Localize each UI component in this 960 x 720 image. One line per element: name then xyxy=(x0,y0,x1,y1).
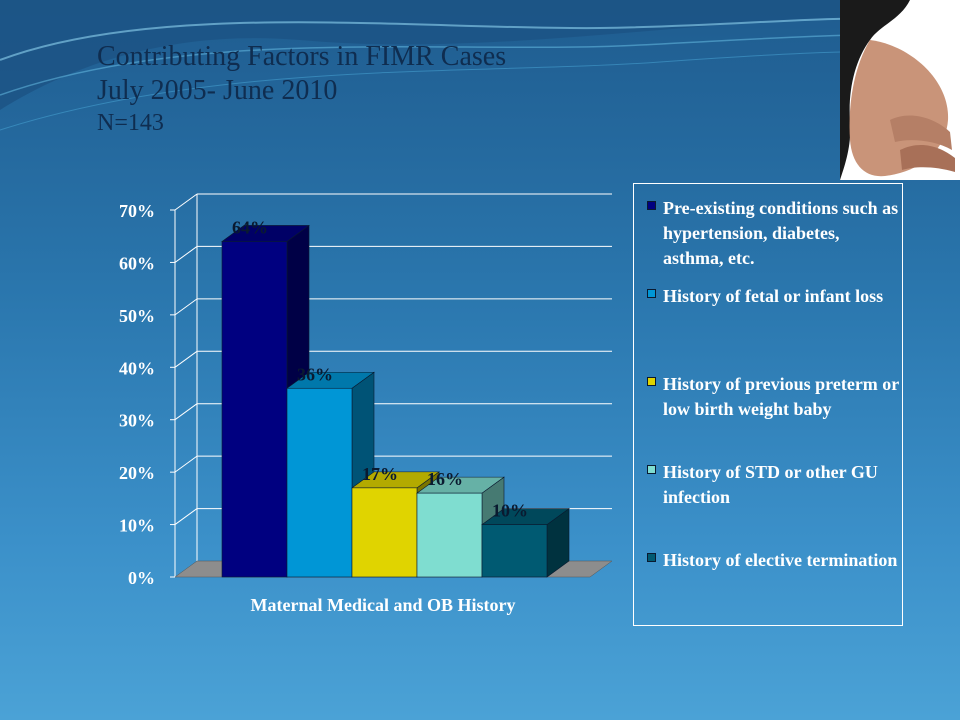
y-tick-label: 70% xyxy=(119,201,155,221)
gridline-side xyxy=(174,403,198,421)
legend-swatch xyxy=(647,377,656,386)
legend-label: History of STD or other GU infection xyxy=(663,462,878,507)
bar xyxy=(351,487,418,578)
gridline-side xyxy=(174,298,198,316)
legend-swatch xyxy=(647,553,656,562)
gridline-side xyxy=(174,455,198,473)
slide-subtitle: July 2005- June 2010 xyxy=(97,75,338,106)
gridline-side xyxy=(174,193,198,211)
bar xyxy=(286,387,353,578)
y-tick-label: 0% xyxy=(128,568,155,588)
bar xyxy=(416,492,483,578)
gridline-side xyxy=(174,350,198,368)
bar-group xyxy=(481,507,570,578)
pregnant-belly-photo xyxy=(840,0,960,180)
legend-label: History of fetal or infant loss xyxy=(663,286,884,306)
y-tick-label: 10% xyxy=(119,516,155,536)
legend-swatch xyxy=(647,465,656,474)
title-block: Contributing Factors in FIMR Cases July … xyxy=(97,40,506,138)
legend-label: History of previous preterm or low birth… xyxy=(663,374,899,419)
legend-swatch xyxy=(647,201,656,210)
bar xyxy=(221,241,288,578)
y-tick-label: 30% xyxy=(119,411,155,431)
gridline-side xyxy=(174,246,198,263)
legend-label: History of elective termination xyxy=(663,550,898,570)
legend-swatch xyxy=(647,289,656,298)
data-label: 64% xyxy=(232,217,268,237)
y-tick-label: 20% xyxy=(119,463,155,483)
y-tick-label: 60% xyxy=(119,253,155,273)
bar xyxy=(481,524,548,578)
data-label: 36% xyxy=(297,364,333,384)
y-tick-label: 50% xyxy=(119,306,155,326)
data-label: 17% xyxy=(362,464,398,484)
gridline-side xyxy=(174,508,198,525)
y-tick-label: 40% xyxy=(119,358,155,378)
data-label: 10% xyxy=(492,501,528,521)
legend-label: Pre-existing conditions such as hyperten… xyxy=(663,198,899,268)
data-label: 16% xyxy=(427,469,463,489)
x-axis-label: Maternal Medical and OB History xyxy=(251,595,516,615)
slide-title: Contributing Factors in FIMR Cases xyxy=(97,41,507,72)
chart-legend: Pre-existing conditions such as hyperten… xyxy=(633,183,903,626)
sample-size-label: N=143 xyxy=(97,110,164,136)
